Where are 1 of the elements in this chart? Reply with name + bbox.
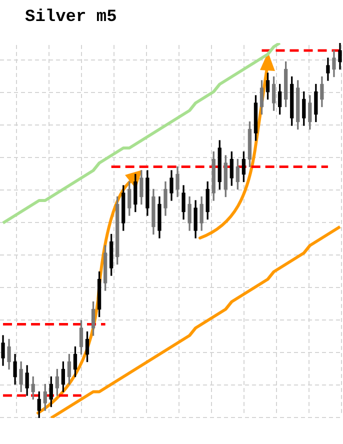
- chart-title: Silver m5: [25, 8, 117, 27]
